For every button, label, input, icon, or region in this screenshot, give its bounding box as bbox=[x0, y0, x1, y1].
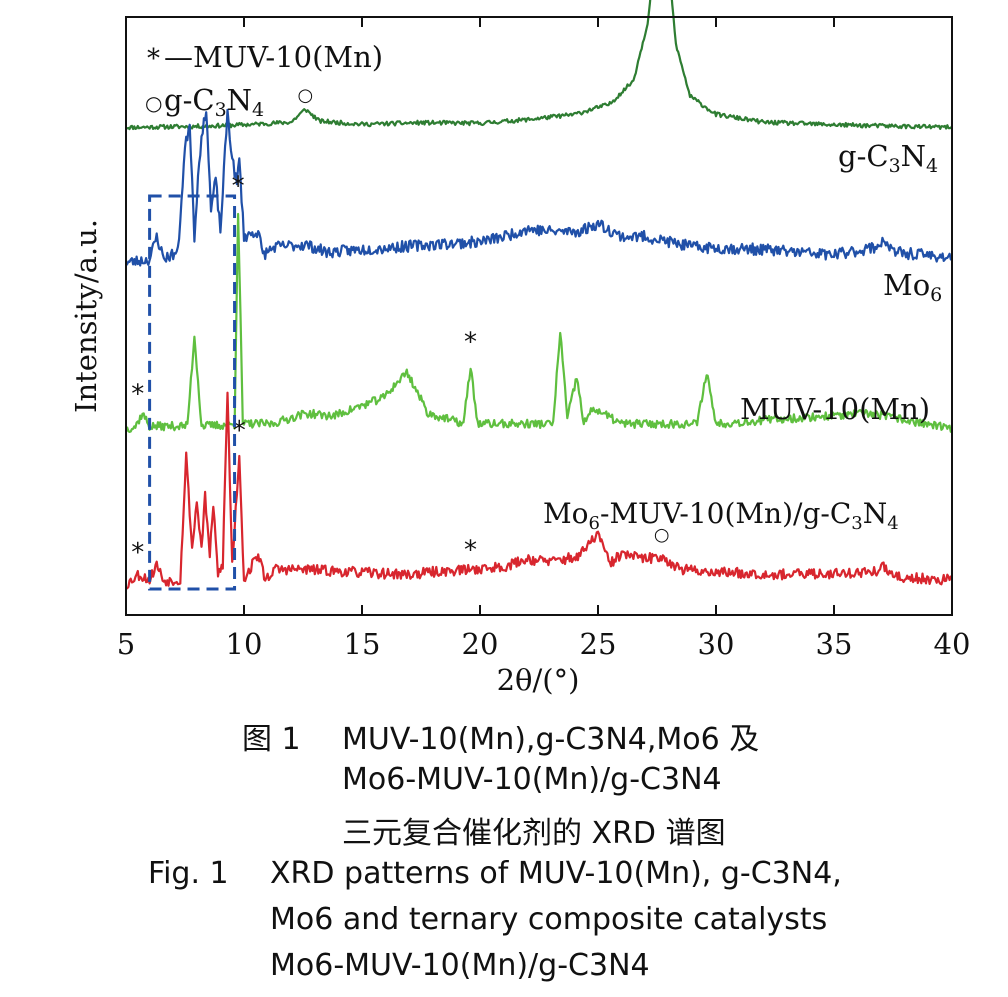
x-tick-label-25: 25 bbox=[580, 627, 617, 661]
plot-frame bbox=[125, 16, 953, 616]
curve-label-composite: Mo6-MUV-10(Mn)/g-C3N4 bbox=[543, 497, 899, 534]
curve-label-mo6: Mo6 bbox=[883, 268, 942, 306]
legend-label-muv: —MUV-10(Mn) bbox=[164, 40, 383, 74]
legend-marker-star: * bbox=[147, 44, 160, 74]
legend-label-gc3n4: g-C3N4 bbox=[164, 83, 264, 121]
x-tick-label-20: 20 bbox=[462, 627, 499, 661]
highlight-box bbox=[148, 194, 237, 591]
caption-en-line2: Mo6 and ternary composite catalysts bbox=[270, 902, 828, 937]
y-axis-label: Intensity/a.u. bbox=[69, 219, 103, 413]
peak-marker-2-0: * bbox=[131, 380, 144, 410]
x-tick-label-15: 15 bbox=[344, 627, 381, 661]
caption-zh-line1: MUV-10(Mn),g-C3N4,Mo6 及 bbox=[342, 722, 760, 757]
legend-marker-circle: ○ bbox=[145, 91, 162, 115]
legend: * —MUV-10(Mn) ○ g-C3N4 bbox=[145, 40, 383, 121]
peak-marker-0-0: ○ bbox=[298, 85, 314, 106]
curves-layer bbox=[124, 0, 954, 590]
x-tick-label-30: 30 bbox=[698, 627, 735, 661]
caption-en-line3: Mo6-MUV-10(Mn)/g-C3N4 bbox=[270, 948, 650, 983]
series-line-2 bbox=[124, 212, 954, 433]
x-axis-ticks: 5 10 15 20 25 30 35 40 bbox=[117, 17, 971, 661]
peak-marker-3-2: * bbox=[464, 536, 477, 566]
peak-marker-3-0: * bbox=[131, 538, 144, 568]
caption-en-line1: XRD patterns of MUV-10(Mn), g-C3N4, bbox=[270, 856, 842, 891]
curve-label-gc3n4: g-C3N4 bbox=[838, 139, 938, 177]
x-tick-label-5: 5 bbox=[117, 627, 135, 661]
caption-zh-line2: Mo6-MUV-10(Mn)/g-C3N4 bbox=[342, 762, 722, 797]
xrd-chart: ○ ○ * * * * * * ○ 5 10 15 20 25 30 35 40 * —MUV-10(Mn) … bbox=[69, 0, 971, 697]
caption-zh-line3: 三元复合催化剂的 XRD 谱图 bbox=[342, 816, 726, 851]
series-line-0 bbox=[125, 0, 953, 131]
series-line-3 bbox=[125, 391, 953, 590]
x-tick-label-40: 40 bbox=[934, 627, 971, 661]
peak-marker-3-3: ○ bbox=[654, 525, 670, 546]
peak-marker-2-1: * bbox=[232, 172, 245, 202]
x-axis-label: 2θ/(°) bbox=[497, 663, 580, 697]
caption-zh-label: 图 1 bbox=[242, 722, 301, 757]
curve-label-muv: MUV-10(Mn) bbox=[740, 392, 930, 426]
figure-caption: 图 1 MUV-10(Mn),g-C3N4,Mo6 及 Mo6-MUV-10(M… bbox=[0, 700, 1008, 997]
series-line-1 bbox=[125, 108, 953, 267]
caption-en-label: Fig. 1 bbox=[148, 856, 229, 891]
x-tick-label-10: 10 bbox=[226, 627, 263, 661]
x-tick-label-35: 35 bbox=[816, 627, 853, 661]
peak-marker-2-2: * bbox=[464, 328, 477, 358]
